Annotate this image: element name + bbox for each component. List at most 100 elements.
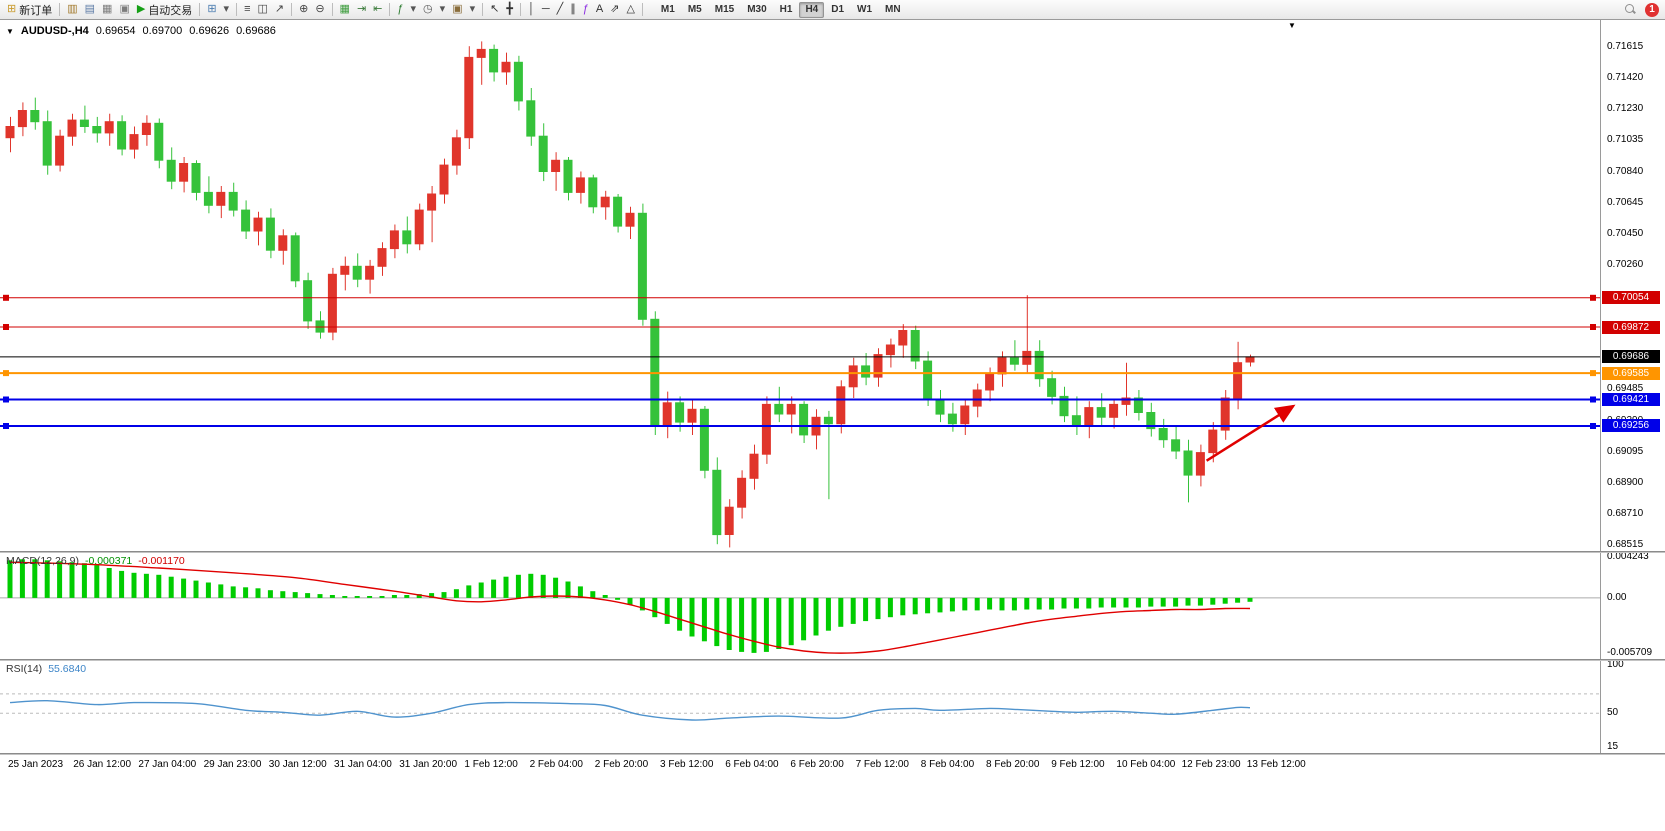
macd-histogram-bar — [1160, 597, 1166, 607]
candle-bull — [278, 235, 288, 251]
line-chart-icon[interactable]: ↗ — [272, 1, 287, 18]
terminal-icon[interactable]: ▣ — [116, 1, 132, 18]
candle-bear — [241, 209, 251, 232]
macd-histogram-bar — [503, 576, 509, 598]
line-handle[interactable] — [1590, 370, 1596, 377]
timeframe-h1[interactable]: H1 — [779, 4, 793, 15]
cursor-icon[interactable]: ↖ — [487, 1, 502, 18]
tile-windows-icon[interactable]: ▦ — [337, 1, 353, 18]
fibonacci-icon[interactable]: ƒ — [580, 1, 592, 18]
chart-plot-area[interactable] — [0, 20, 1600, 551]
zoom-out-icon[interactable]: ⊖ — [312, 1, 327, 18]
rsi-value: 55.6840 — [48, 663, 87, 675]
macd-panel[interactable] — [0, 551, 1600, 659]
candle-bear — [935, 399, 945, 415]
indicators-dropdown-icon[interactable]: ▾ — [408, 1, 420, 18]
candle-bull — [5, 126, 15, 139]
line-handle[interactable] — [1590, 294, 1596, 301]
line-handle[interactable] — [3, 370, 9, 377]
panel-separator-rsi[interactable] — [0, 659, 1665, 661]
price-axis-tick: 0.71035 — [1607, 134, 1644, 146]
macd-histogram-bar — [292, 592, 298, 598]
candle-bear — [1059, 395, 1069, 417]
zoom-in-icon[interactable]: ⊕ — [296, 1, 311, 18]
navigator-icon[interactable]: ▦ — [99, 1, 115, 18]
time-axis-label: 13 Feb 12:00 — [1246, 759, 1306, 770]
new-order-button[interactable]: ⊞ 新订单 — [4, 1, 55, 18]
template-dropdown-icon: ▾ — [469, 3, 476, 15]
line-handle[interactable] — [3, 324, 9, 330]
candle-bear — [203, 191, 213, 206]
rsi-panel[interactable] — [0, 659, 1600, 753]
bar-chart-icon: ≡ — [244, 3, 251, 15]
channel-icon[interactable]: ∥ — [567, 1, 579, 18]
bar-chart-icon[interactable]: ≡ — [241, 1, 253, 18]
candle-bull — [985, 373, 995, 391]
crosshair-icon[interactable]: ╋ — [503, 1, 516, 18]
line-handle[interactable] — [3, 423, 9, 429]
line-handle[interactable] — [1590, 396, 1596, 403]
auto-trading-button[interactable]: ▶ 自动交易 — [134, 1, 195, 18]
candlestick-chart-icon[interactable]: ◫ — [254, 1, 270, 18]
line-handle[interactable] — [3, 396, 9, 403]
timeframe-mn[interactable]: MN — [885, 4, 901, 15]
notification-badge[interactable]: 1 — [1645, 2, 1659, 17]
vertical-line-icon[interactable]: │ — [525, 1, 538, 18]
template-icon[interactable]: ▣ — [449, 1, 465, 18]
timeframe-m30[interactable]: M30 — [747, 4, 767, 15]
trend-arrow-annotation[interactable] — [1205, 404, 1296, 462]
macd-histogram-bar — [1235, 597, 1241, 603]
chart-shift-marker-icon[interactable]: ▼ — [1288, 21, 1296, 30]
line-handle[interactable] — [1590, 324, 1596, 330]
macd-histogram-bar — [1049, 597, 1055, 610]
candle-bear — [489, 48, 499, 73]
shapes-icon[interactable]: △ — [623, 1, 637, 18]
arrows-icon[interactable]: ⇗ — [607, 1, 622, 18]
profiles-icon[interactable]: ▾ — [221, 1, 233, 18]
zoom-out-icon: ⊖ — [315, 3, 325, 15]
macd-histogram-bar — [466, 585, 472, 598]
period-dropdown-icon[interactable]: ▾ — [437, 1, 449, 18]
horizontal-line-icon: ─ — [541, 3, 550, 15]
line-handle[interactable] — [1590, 423, 1596, 429]
timeframe-m5[interactable]: M5 — [687, 4, 702, 15]
timeframe-h4[interactable]: H4 — [799, 1, 825, 18]
timeframe-d1[interactable]: D1 — [831, 4, 845, 15]
rsi-axis-label: 50 — [1607, 707, 1619, 719]
horizontal-line-icon[interactable]: ─ — [539, 1, 553, 18]
macd-histogram-bar — [1173, 597, 1179, 607]
candle-bear — [712, 469, 722, 536]
macd-signal-line — [9, 561, 1251, 654]
timeframe-m15[interactable]: M15 — [714, 4, 735, 15]
chart-shift-icon[interactable]: ⇤ — [370, 1, 385, 18]
macd-histogram-bar — [875, 597, 881, 620]
panel-separator-time-axis[interactable] — [0, 753, 1665, 755]
template-dropdown-icon[interactable]: ▾ — [467, 1, 479, 18]
macd-histogram-bar — [1098, 597, 1104, 608]
panel-separator-macd[interactable] — [0, 551, 1665, 553]
symbol-dropdown-icon[interactable]: ▼ — [6, 26, 14, 36]
indicators-icon[interactable]: ƒ — [394, 1, 406, 18]
candle-bear — [538, 135, 548, 172]
market-watch-icon[interactable]: ▥ — [64, 1, 80, 18]
candle-bull — [414, 209, 424, 245]
time-axis-label: 29 Jan 23:00 — [203, 759, 262, 770]
macd-histogram-bar — [949, 597, 955, 612]
macd-histogram-bar — [391, 595, 397, 598]
trendline-icon[interactable]: ╱ — [554, 1, 567, 18]
new-chart-icon[interactable]: ⊞ — [204, 1, 219, 18]
macd-histogram-bar — [553, 577, 559, 598]
text-icon[interactable]: A — [593, 1, 606, 18]
search-icon[interactable] — [1625, 4, 1636, 15]
price-axis-tick: 0.69095 — [1607, 445, 1644, 457]
line-handle[interactable] — [3, 294, 9, 301]
period-icon[interactable]: ◷ — [420, 1, 436, 18]
timeframe-w1[interactable]: W1 — [857, 4, 873, 15]
candle-bull — [687, 408, 697, 423]
data-window-icon[interactable]: ▤ — [82, 1, 98, 18]
price-axis-tick: 0.68900 — [1607, 477, 1644, 489]
timeframe-m1[interactable]: M1 — [660, 4, 675, 15]
candle-bear — [588, 177, 598, 208]
auto-scroll-icon[interactable]: ⇥ — [354, 1, 369, 18]
macd-histogram-bar — [912, 597, 918, 615]
